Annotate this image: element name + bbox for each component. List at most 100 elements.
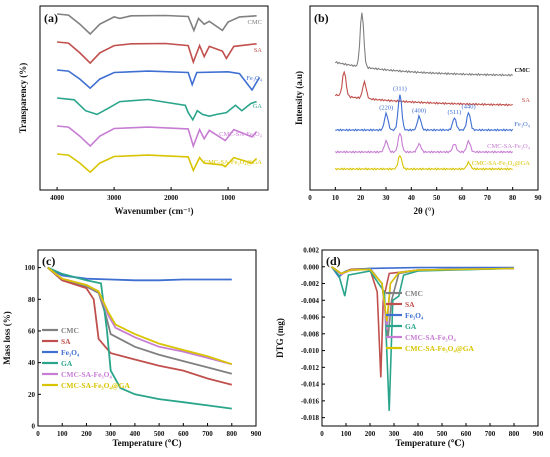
panel-d-letter: (d) [326, 254, 341, 268]
panel-d-series-cmc_sa_fe3o4_ga [331, 266, 515, 322]
panel-d-legend-label-cmc: CMC [405, 289, 423, 298]
panel-d-xtick-label: 100 [341, 430, 352, 438]
panel-a-series-ga [57, 97, 257, 122]
panel-d-legend: CMC SA Fe₃O₄ GA CMC-SA-Fe₃O₄ CMC-SA-Fe₃O₄@GA [386, 289, 475, 353]
panel-a: (a) CMC SA Fe₃O₄ GA CMC-SA-Fe₃O₄ CMC-SA-Fe₃O₄… [18, 5, 269, 216]
panel-d-xtick-label: 300 [389, 430, 400, 438]
panel-b-xtick-label: 80 [509, 194, 517, 202]
panel-d-xtick-label: 500 [437, 430, 448, 438]
panel-d-legend-label-cmc_sa_fe3o4: CMC-SA-Fe₃O₄ [405, 333, 456, 342]
panel-c-legend-label-ga: GA [61, 359, 73, 368]
panel-d-yticks: 0.002 0.000 -0.002 -0.004 -0.006 -0.008 -0.010… [301, 247, 325, 422]
panel-a-xtick-label: 1000 [221, 194, 236, 202]
panel-d-ytick-label: -0.012 [301, 364, 320, 372]
panel-c-legend-label-fe3o4: Fe₃O₄ [61, 348, 80, 357]
panel-b-xtick-label: 30 [383, 194, 391, 202]
panel-b-series-cmc_sa_fe3o4_ga [334, 154, 513, 171]
panel-d-legend-label-ga: GA [405, 322, 417, 331]
panel-d-xtick-label: 600 [461, 430, 472, 438]
panel-a-xtick-label: 4000 [50, 194, 65, 202]
panel-a-xtick-label: 3000 [107, 194, 122, 202]
panel-c-ytick-label: 0 [32, 423, 36, 431]
panel-c-series-cmc [47, 266, 233, 375]
panel-d-series-ga [330, 266, 515, 411]
panel-d-ytick-label: -0.014 [301, 381, 320, 389]
panel-a-series-cmc_sa_fe3o4_ga [57, 153, 258, 174]
panel-b-series-label-cmc_sa_fe3o4_ga: CMC-SA-Fe₃O₄@GA [472, 160, 530, 167]
panel-b-xtick-label: 50 [433, 194, 441, 202]
panel-a-series-label-cmc_sa_fe3o4_ga: CMC-SA-Fe₃O₄@GA [204, 159, 262, 166]
panel-c-ylabel: Mass loss (%) [2, 311, 12, 365]
panel-d-ytick-label: -0.004 [301, 297, 320, 305]
panel-b-xtick-label: 90 [535, 194, 543, 202]
panel-b-frame [309, 5, 539, 191]
panel-a-letter: (a) [44, 11, 58, 25]
panel-a-ylabel: Transparency (%) [18, 63, 28, 133]
panel-a-series-label-ga: GA [253, 103, 263, 110]
panel-b-xtick-label: 0 [308, 194, 312, 202]
panel-d-xtick-label: 0 [320, 430, 324, 438]
panel-c-xtick-label: 400 [130, 430, 141, 438]
panel-d-xtick-label: 700 [485, 430, 496, 438]
panel-d-series-group [330, 266, 515, 411]
panel-c-xticks: 0 100 200 300 400 500 600 700 800 900 [36, 423, 262, 438]
panel-b-xtick-label: 60 [459, 194, 467, 202]
panel-d-ytick-label: -0.018 [301, 414, 320, 422]
panel-a-series-label-cmc: CMC [248, 19, 262, 26]
panel-b-series-cmc [334, 12, 514, 77]
panel-c-ytick-label: 40 [28, 359, 36, 367]
panel-d-legend-label-cmc_sa_fe3o4_ga: CMC-SA-Fe₃O₄@GA [405, 344, 475, 353]
panel-a-series-cmc [57, 13, 257, 36]
panel-b-xticks: 0 10 20 30 40 50 60 70 80 90 [308, 187, 542, 202]
panel-b-series-label-cmc_sa_fe3o4: CMC-SA-Fe₃O₄ [487, 143, 531, 150]
panel-a-series-fe3o4 [57, 69, 261, 92]
panel-c-yticks: 0 20 40 60 80 100 [25, 264, 41, 431]
panel-c-legend-label-cmc_sa_fe3o4_ga: CMC-SA-Fe₃O₄@GA [61, 381, 131, 390]
panel-d-ytick-label: -0.006 [301, 314, 320, 322]
panel-a-series-sa [57, 41, 257, 65]
panel-b-xtick-label: 10 [332, 194, 340, 202]
panel-b-peak-label: (220) [379, 105, 393, 112]
panel-a-xticks: 4000 3000 2000 1000 [50, 187, 236, 202]
panel-c-legend-label-cmc: CMC [61, 326, 79, 335]
panel-c-xtick-label: 200 [81, 430, 92, 438]
panel-d-ytick-label: -0.002 [301, 280, 320, 288]
panel-c-xtick-label: 0 [36, 430, 40, 438]
panel-c-series-ga [47, 266, 232, 410]
panel-c-xtick-label: 500 [154, 430, 165, 438]
panel-c-series-group [47, 266, 233, 410]
panel-d-xtick-label: 900 [533, 430, 544, 438]
panel-a-xlabel: Wavenumber (cm⁻¹) [114, 206, 193, 216]
panel-a-series-label-sa: SA [254, 47, 263, 54]
panel-d-ytick-label: -0.010 [301, 347, 320, 355]
panel-d-ylabel: DTG (mg) [275, 318, 285, 358]
panel-b-xtick-label: 20 [357, 194, 365, 202]
panel-d: (d) 0 100 200 300 400 500 600 700 800 900 0.0020.… [275, 247, 544, 449]
panel-b-series-group: CMC SA Fe₃O₄ CMC-SA-Fe₃O₄ CMC-SA-Fe₃O₄@GA (22… [334, 12, 531, 171]
panel-d-xtick-label: 200 [365, 430, 376, 438]
panel-b-ylabel: Intensity (a.u) [294, 71, 304, 125]
panel-b-letter: (b) [314, 11, 329, 25]
panel-a-series-label-fe3o4: Fe₃O₄ [246, 75, 262, 82]
panel-b-peak-label: (311) [393, 85, 407, 92]
panel-c-legend-label-cmc_sa_fe3o4: CMC-SA-Fe₃O₄ [61, 370, 112, 379]
panel-c-series-cmc_sa_fe3o4_ga [47, 266, 233, 366]
panel-d-xtick-label: 400 [413, 430, 424, 438]
panel-c-xtick-label: 100 [57, 430, 68, 438]
panel-c-xtick-label: 900 [251, 430, 262, 438]
panel-d-legend-label-sa: SA [405, 300, 415, 309]
panel-d-ytick-label: 0.000 [303, 263, 319, 271]
panel-d-xtick-label: 800 [509, 430, 520, 438]
panel-b-series-cmc_sa_fe3o4 [334, 132, 514, 154]
panel-d-ytick-label: -0.008 [301, 330, 320, 338]
panel-b-series-label-fe3o4: Fe₃O₄ [514, 121, 530, 128]
panel-b-xlabel: 2θ (°) [413, 206, 434, 216]
panel-d-ytick-label: 0.002 [303, 247, 319, 255]
panel-b-series-sa [334, 70, 513, 107]
panel-a-frame [39, 5, 269, 191]
panel-c-xtick-label: 600 [178, 430, 189, 438]
panel-c-ytick-label: 80 [28, 296, 36, 304]
panel-a-xtick-label: 2000 [164, 194, 179, 202]
